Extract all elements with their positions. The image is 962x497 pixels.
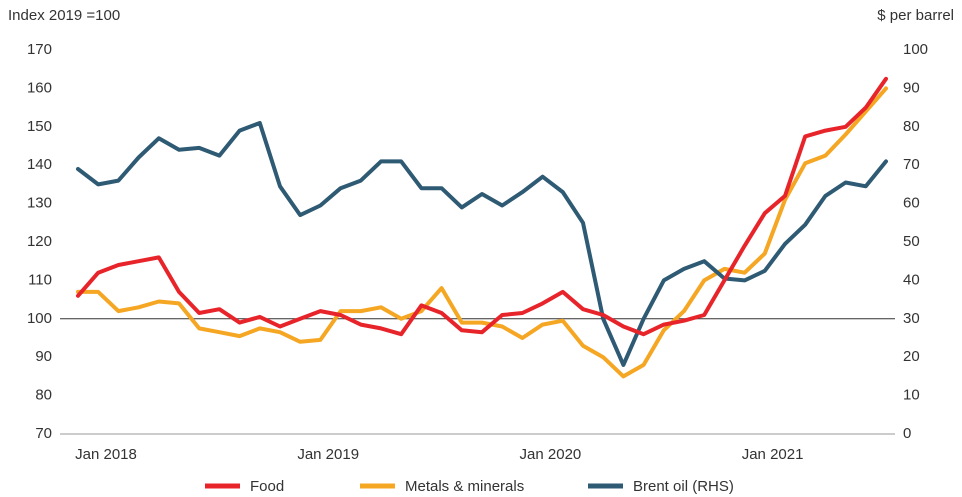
y2-tick-label: 80 <box>903 118 920 135</box>
y-tick-label: 90 <box>35 348 52 365</box>
y-tick-label: 100 <box>27 310 52 327</box>
x-tick-label: Jan 2019 <box>297 446 359 463</box>
x-tick-label: Jan 2018 <box>75 446 137 463</box>
x-tick-label: Jan 2021 <box>742 446 804 463</box>
y2-tick-label: 50 <box>903 233 920 250</box>
y-tick-label: 160 <box>27 79 52 96</box>
legend-label: Brent oil (RHS) <box>633 478 734 495</box>
line-series <box>76 121 888 367</box>
line-series <box>76 86 888 379</box>
y2-tick-label: 10 <box>903 387 920 404</box>
y2-tick-label: 90 <box>903 79 920 96</box>
y-tick-label: 170 <box>27 41 52 58</box>
y-tick-label: 120 <box>27 233 52 250</box>
line-series <box>76 76 888 337</box>
y2-axis-label: $ per barrel <box>877 7 954 24</box>
y2-tick-label: 30 <box>903 310 920 327</box>
y-tick-label: 130 <box>27 195 52 212</box>
y-tick-label: 110 <box>28 271 52 288</box>
legend-label: Food <box>250 478 284 495</box>
y-axis-label: Index 2019 =100 <box>8 7 120 24</box>
y-tick-label: 150 <box>27 118 52 135</box>
y2-tick-label: 40 <box>903 271 920 288</box>
y2-tick-label: 70 <box>903 156 920 173</box>
y2-tick-label: 0 <box>903 425 911 442</box>
y2-tick-label: 20 <box>903 348 920 365</box>
x-tick-label: Jan 2020 <box>520 446 582 463</box>
y-tick-label: 70 <box>35 425 52 442</box>
y-tick-label: 80 <box>35 387 52 404</box>
y-tick-label: 140 <box>27 156 52 173</box>
y2-tick-label: 100 <box>903 41 928 58</box>
y2-tick-label: 60 <box>903 195 920 212</box>
legend-label: Metals & minerals <box>405 478 524 495</box>
